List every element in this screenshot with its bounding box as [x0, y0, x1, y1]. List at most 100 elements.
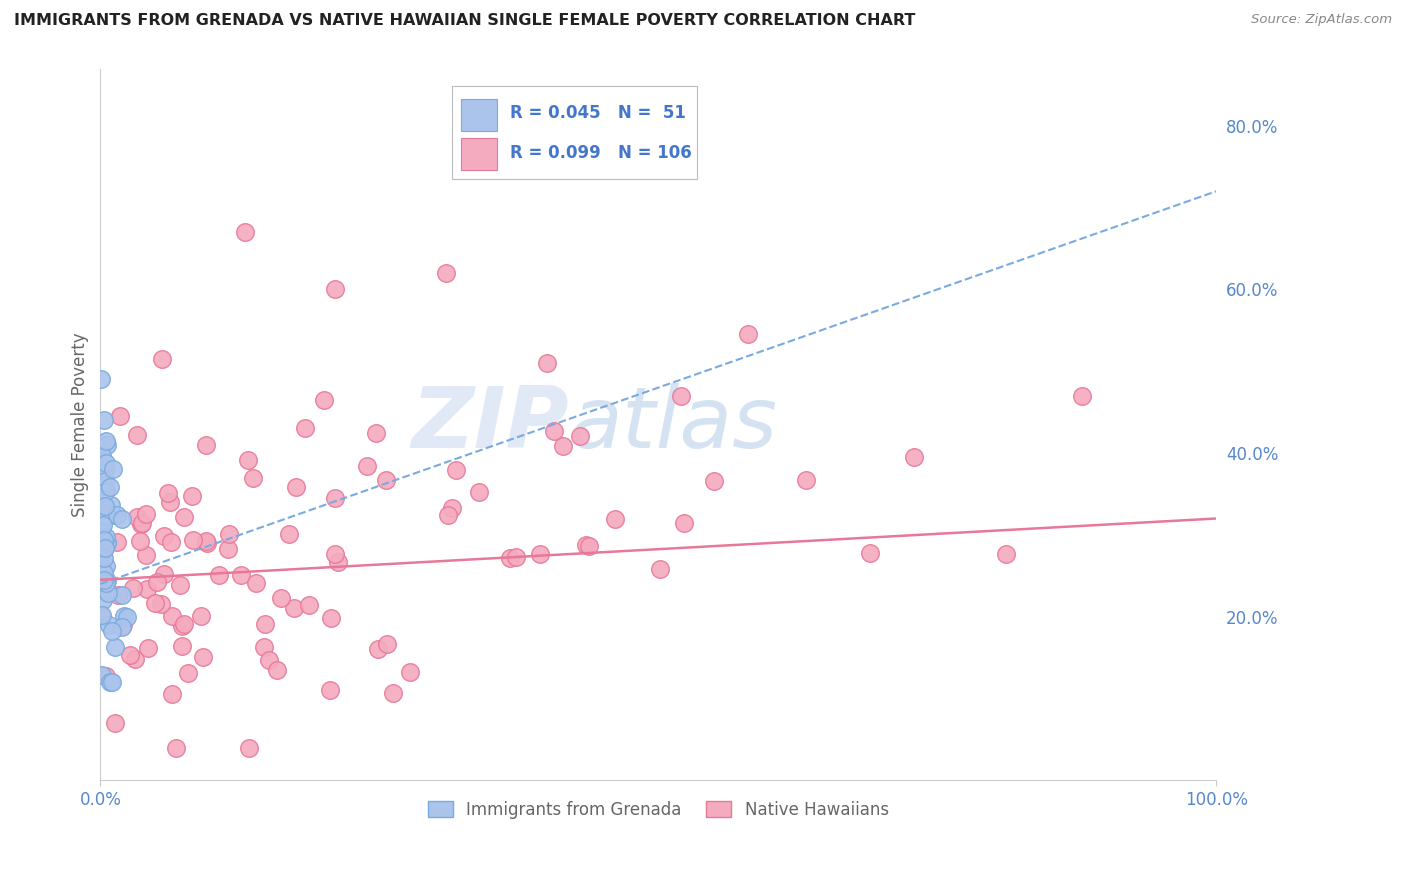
- Point: [669, 389, 692, 403]
- Point: [578, 539, 600, 553]
- Point: [107, 588, 129, 602]
- Point: [314, 392, 336, 407]
- Point: [105, 508, 128, 522]
- Point: [97, 586, 120, 600]
- Point: [136, 582, 159, 597]
- Point: [218, 527, 240, 541]
- Point: [194, 438, 217, 452]
- Point: [91, 449, 114, 463]
- Point: [190, 609, 212, 624]
- Point: [100, 498, 122, 512]
- Point: [97, 618, 120, 632]
- Point: [91, 518, 114, 533]
- Point: [135, 548, 157, 562]
- Point: [94, 509, 117, 524]
- Point: [575, 538, 598, 552]
- Point: [321, 611, 343, 625]
- Point: [284, 480, 307, 494]
- Y-axis label: Single Female Poverty: Single Female Poverty: [72, 332, 89, 516]
- Point: [91, 593, 114, 607]
- Point: [858, 546, 880, 560]
- Point: [93, 484, 115, 499]
- Text: atlas: atlas: [569, 383, 778, 466]
- Point: [356, 459, 378, 474]
- Point: [375, 637, 398, 651]
- Point: [245, 575, 267, 590]
- Point: [112, 608, 135, 623]
- Point: [111, 617, 134, 632]
- Point: [253, 617, 276, 632]
- Point: [96, 534, 118, 549]
- Point: [115, 610, 138, 624]
- Point: [737, 326, 759, 341]
- Point: [323, 547, 346, 561]
- Point: [94, 668, 117, 682]
- Point: [270, 591, 292, 605]
- Point: [90, 549, 112, 564]
- Point: [103, 462, 125, 476]
- Point: [278, 527, 301, 541]
- Point: [90, 372, 112, 386]
- Point: [499, 551, 522, 566]
- Point: [208, 567, 231, 582]
- Point: [367, 642, 389, 657]
- Point: [217, 542, 239, 557]
- Point: [105, 534, 128, 549]
- Point: [118, 648, 141, 662]
- Text: ZIP: ZIP: [412, 383, 569, 466]
- Point: [91, 564, 114, 578]
- Point: [505, 550, 527, 565]
- Point: [195, 533, 218, 548]
- Point: [319, 683, 342, 698]
- Point: [172, 619, 194, 633]
- Point: [153, 567, 176, 582]
- Point: [94, 462, 117, 476]
- Point: [98, 675, 121, 690]
- Point: [994, 547, 1017, 561]
- Point: [326, 555, 349, 569]
- Point: [143, 595, 166, 609]
- Point: [162, 609, 184, 624]
- Point: [131, 516, 153, 530]
- Point: [551, 439, 574, 453]
- Point: [93, 479, 115, 493]
- Point: [253, 640, 276, 654]
- Point: [94, 434, 117, 449]
- Point: [323, 282, 346, 296]
- FancyBboxPatch shape: [461, 138, 496, 170]
- Point: [437, 508, 460, 522]
- Point: [91, 607, 114, 622]
- Point: [124, 651, 146, 665]
- Point: [294, 421, 316, 435]
- Point: [298, 598, 321, 612]
- Point: [104, 715, 127, 730]
- Point: [93, 413, 115, 427]
- Point: [605, 511, 627, 525]
- Point: [111, 620, 134, 634]
- Point: [128, 533, 150, 548]
- Point: [323, 491, 346, 505]
- Point: [238, 740, 260, 755]
- Point: [94, 541, 117, 555]
- Point: [169, 577, 191, 591]
- Point: [96, 536, 118, 550]
- Point: [153, 528, 176, 542]
- Point: [91, 438, 114, 452]
- Point: [94, 575, 117, 590]
- Text: R = 0.045   N =  51: R = 0.045 N = 51: [510, 104, 686, 122]
- Point: [529, 547, 551, 561]
- Point: [91, 494, 114, 508]
- Point: [93, 566, 115, 581]
- Point: [266, 663, 288, 677]
- Point: [176, 665, 198, 680]
- Point: [381, 686, 404, 700]
- Point: [90, 609, 112, 624]
- Point: [162, 687, 184, 701]
- Point: [96, 438, 118, 452]
- Point: [436, 266, 458, 280]
- Point: [111, 588, 134, 602]
- Point: [536, 356, 558, 370]
- Point: [93, 574, 115, 588]
- Point: [93, 566, 115, 580]
- Point: [90, 668, 112, 682]
